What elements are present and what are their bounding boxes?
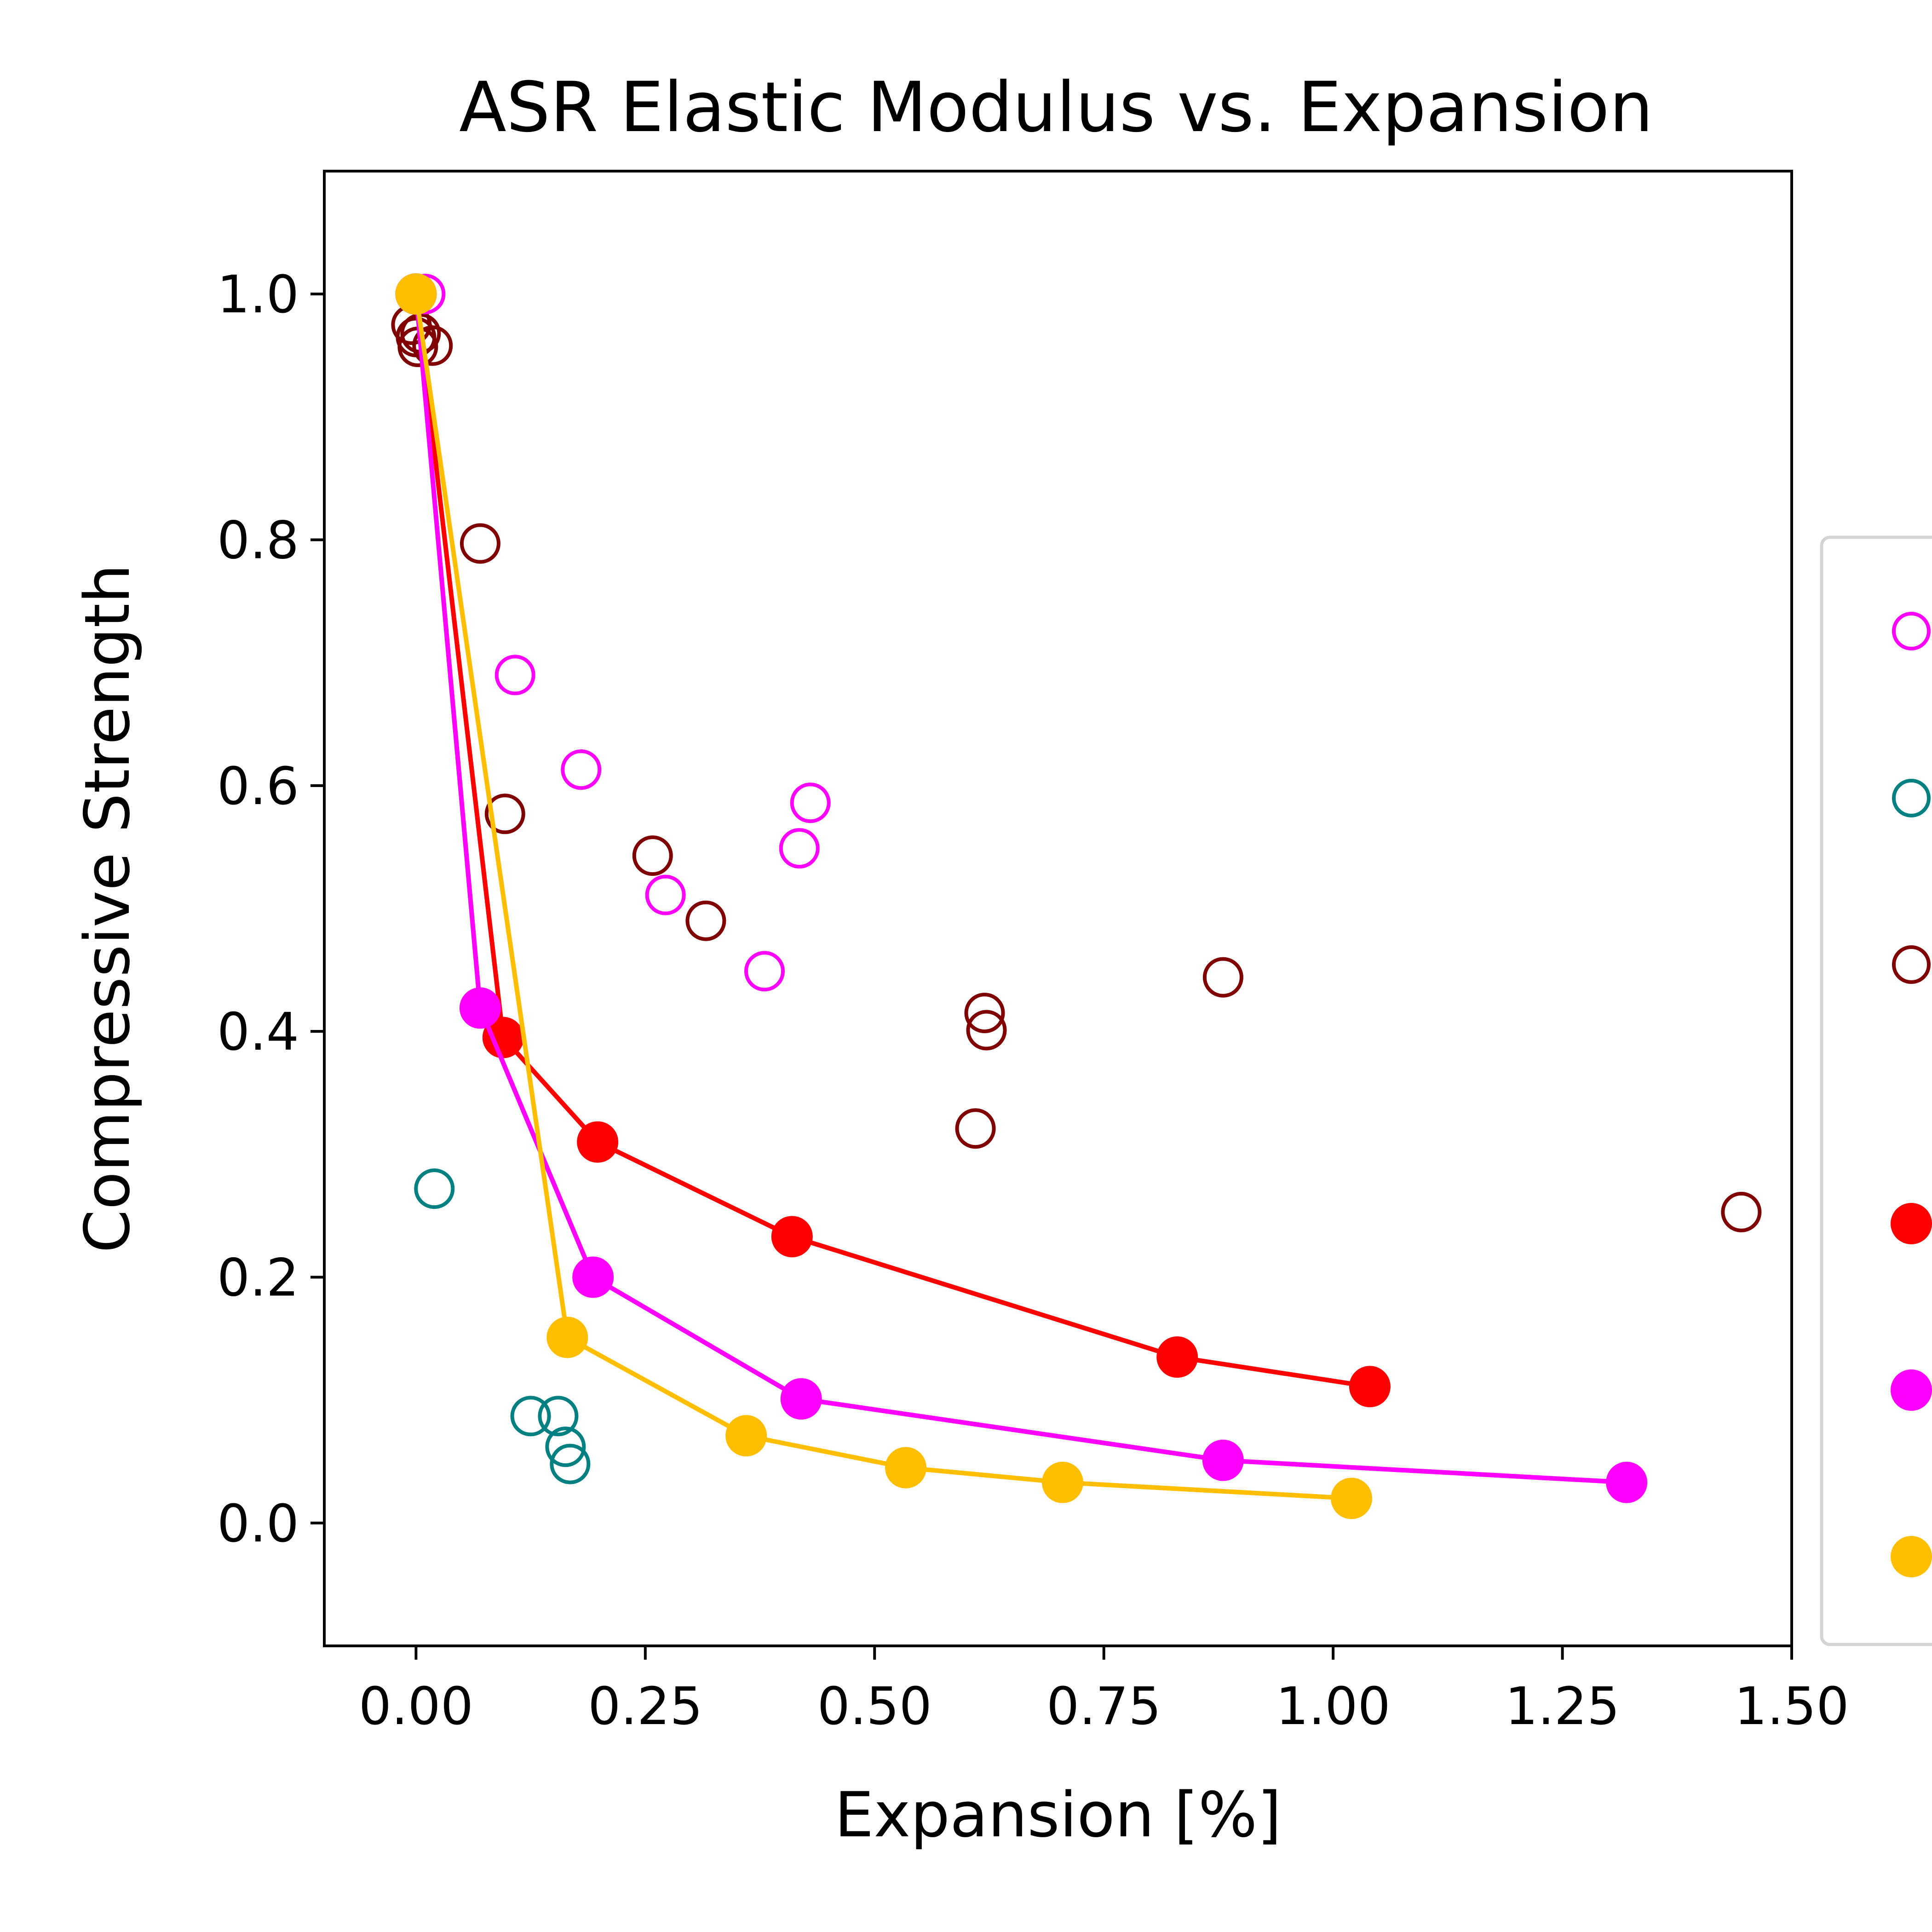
data-point bbox=[414, 1168, 455, 1209]
data-point bbox=[538, 1396, 579, 1437]
plot-frame bbox=[323, 170, 1793, 1647]
legend bbox=[1820, 535, 1932, 1646]
x-tick-label: 1.25 bbox=[1505, 1677, 1620, 1736]
series-line bbox=[414, 293, 1352, 1501]
data-point bbox=[966, 1010, 1007, 1051]
data-point bbox=[632, 835, 673, 876]
y-tick-label: 0.0 bbox=[217, 1494, 299, 1554]
legend-marker bbox=[1891, 1203, 1932, 1244]
x-axis-label: Expansion [%] bbox=[834, 1779, 1282, 1851]
x-axis: 0.00 0.25 0.50 0.75 1.00 1.25 1.50 bbox=[359, 1646, 1849, 1736]
plot-area bbox=[323, 170, 1793, 1647]
data-point bbox=[510, 1396, 551, 1437]
series-1 bbox=[414, 1168, 591, 1484]
data-point bbox=[771, 1216, 813, 1258]
data-point bbox=[412, 325, 453, 366]
data-point bbox=[955, 1108, 996, 1149]
data-point bbox=[1202, 1439, 1244, 1481]
series-5 bbox=[395, 273, 1372, 1519]
data-point bbox=[779, 828, 820, 869]
data-point bbox=[725, 1415, 767, 1457]
data-point bbox=[550, 1443, 591, 1484]
data-point bbox=[572, 1256, 614, 1298]
x-tick-label: 0.75 bbox=[1046, 1677, 1161, 1736]
data-point bbox=[460, 523, 500, 564]
data-point bbox=[685, 900, 726, 941]
legend-frame bbox=[1820, 535, 1932, 1646]
data-point bbox=[1349, 1366, 1391, 1408]
data-point bbox=[780, 1378, 822, 1420]
data-point bbox=[1721, 1191, 1762, 1232]
y-axis-label: Compressive Strength bbox=[71, 564, 144, 1253]
y-tick-label: 0.4 bbox=[217, 1002, 299, 1062]
x-tick-label: 0.00 bbox=[359, 1677, 473, 1736]
data-point bbox=[1156, 1336, 1198, 1378]
data-point bbox=[577, 1121, 619, 1163]
legend-marker bbox=[1891, 1369, 1932, 1411]
legend-marker bbox=[1891, 1536, 1932, 1577]
data-point bbox=[545, 1426, 586, 1467]
legend-marker bbox=[1892, 779, 1931, 817]
data-point bbox=[645, 874, 686, 915]
data-point bbox=[561, 749, 602, 790]
chart-title: ASR Elastic Modulus vs. Expansion bbox=[459, 68, 1653, 148]
data-point bbox=[1202, 957, 1243, 998]
data-point bbox=[1606, 1461, 1648, 1503]
data-point bbox=[494, 655, 535, 696]
data-point bbox=[1041, 1461, 1083, 1503]
data-point bbox=[964, 993, 1005, 1034]
data-point bbox=[484, 794, 525, 834]
legend-marker bbox=[1892, 612, 1931, 650]
y-tick-label: 1.0 bbox=[217, 265, 299, 325]
series-line bbox=[414, 293, 1627, 1485]
data-point bbox=[744, 951, 785, 992]
series-line bbox=[414, 293, 1370, 1389]
x-tick-label: 1.50 bbox=[1734, 1677, 1849, 1736]
x-tick-label: 0.25 bbox=[588, 1677, 702, 1736]
data-point bbox=[885, 1447, 927, 1489]
data-point bbox=[459, 987, 501, 1029]
y-tick-label: 0.6 bbox=[217, 757, 299, 816]
y-tick-label: 0.8 bbox=[217, 511, 299, 571]
data-point bbox=[1331, 1478, 1372, 1519]
y-tick-label: 0.2 bbox=[217, 1248, 299, 1308]
series-layer bbox=[391, 273, 1762, 1519]
data-point bbox=[482, 1017, 524, 1058]
data-point bbox=[395, 273, 437, 315]
legend-marker bbox=[1892, 945, 1931, 984]
x-tick-label: 1.00 bbox=[1276, 1677, 1390, 1736]
data-point bbox=[546, 1317, 588, 1358]
data-point bbox=[790, 782, 831, 823]
x-tick-label: 0.50 bbox=[817, 1677, 932, 1736]
y-axis: 0.0 0.2 0.4 0.6 0.8 1.0 bbox=[217, 265, 324, 1554]
